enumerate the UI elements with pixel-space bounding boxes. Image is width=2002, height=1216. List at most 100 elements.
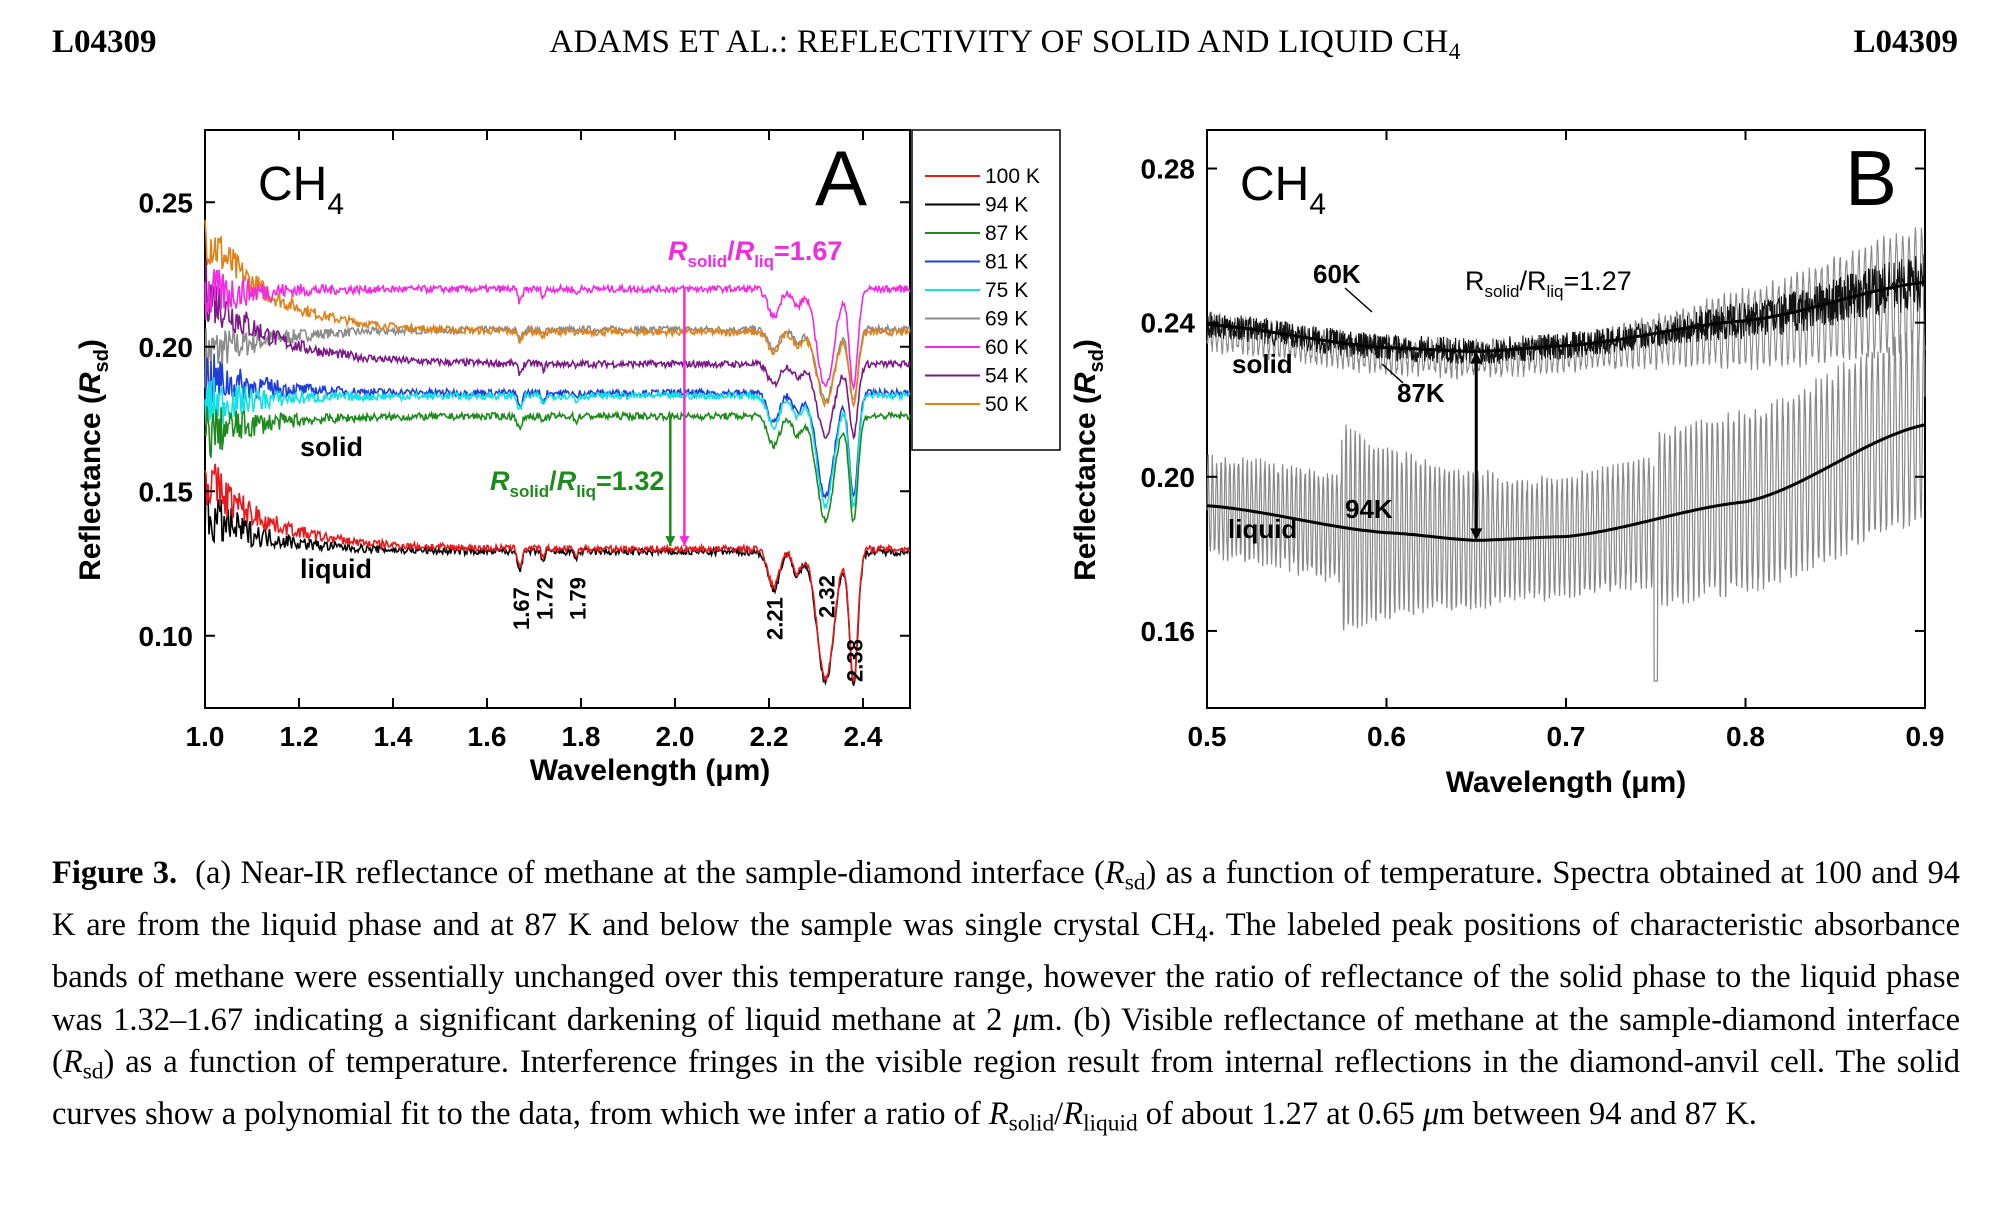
ratio-r2: R — [557, 466, 577, 496]
caption-var: R — [1063, 1096, 1084, 1133]
caption-var: R — [62, 1044, 83, 1081]
panel-b-series-group — [1206, 227, 1926, 682]
panel-a-frame — [204, 129, 911, 709]
series-line-100K — [204, 463, 911, 683]
figure-caption: Figure 3. (a) Near-IR reflectance of meth… — [52, 852, 1960, 1145]
ylabel-suffix: ) — [1069, 339, 1102, 349]
ratio-solid-sub: solid — [688, 252, 728, 271]
ratio-liq-sub: liq — [754, 252, 774, 271]
ratio-slash: / — [727, 236, 735, 266]
series-line-50K — [204, 219, 911, 409]
series-line-54K — [204, 259, 911, 440]
ylabel-var: R — [1069, 372, 1102, 394]
y-tick-label: 0.24 — [1141, 308, 1196, 339]
caption-sub: sd — [1124, 869, 1146, 896]
panel-a: 1.0 1.2 1.4 1.6 1.8 2.0 2.2 2.4 0.10 0.15 0.20 0.25… — [74, 129, 911, 787]
x-tick-label: 0.7 — [1547, 721, 1586, 752]
legend-label-100K: 100 K — [985, 165, 1040, 188]
caption-label: Figure 3. — [52, 855, 178, 891]
ratio-r: R — [668, 236, 688, 266]
ratio-liq-sub: liq — [576, 482, 596, 501]
series-94k-data — [1206, 327, 1926, 682]
panel-b-liquid-label: liquid — [1228, 514, 1297, 544]
ylabel-prefix: Reflectance ( — [1069, 394, 1102, 581]
panel-b-ratio-label: Rsolid/Rliq=1.27 — [1465, 266, 1632, 301]
caption-text: (a) Near-IR reflectance of methane at th… — [195, 855, 1105, 891]
caption-sub: 4 — [1195, 921, 1208, 948]
ylabel-var: R — [74, 372, 107, 394]
caption-text: m between 94 and 87 K. — [1439, 1096, 1757, 1133]
caption-text: . The labeled peak positions of characte… — [52, 907, 1960, 1038]
series-line-87K — [204, 406, 911, 524]
ratio-liq-sub: liq — [1546, 282, 1563, 301]
ratio-value: =1.32 — [596, 466, 664, 496]
x-tick-label: 1.4 — [374, 721, 413, 752]
ratio-r2: R — [1527, 266, 1547, 296]
panel-a-species-subscript: 4 — [327, 188, 344, 221]
caption-var: R — [988, 1096, 1009, 1133]
ratio-arrow-head-bottom — [1470, 528, 1483, 541]
panel-b-y-axis-label: Reflectance (Rsd) — [1069, 339, 1108, 581]
y-tick-label: 0.16 — [1141, 616, 1196, 647]
ylabel-sub: sd — [91, 349, 113, 372]
x-tick-label: 0.8 — [1726, 721, 1765, 752]
band-label-2.32: 2.32 — [814, 575, 839, 618]
legend-label-54K: 54 K — [985, 365, 1028, 388]
running-title: ADAMS ET AL.: REFLECTIVITY OF SOLID AND … — [52, 24, 1958, 65]
x-tick-label: 2.4 — [844, 721, 883, 752]
ratio-r2: R — [735, 236, 755, 266]
legend-label-75K: 75 K — [985, 279, 1028, 302]
ratio-arrow-head-1 — [665, 536, 676, 547]
panel-b-solid-label: solid — [1232, 349, 1293, 379]
ratio-value: =1.27 — [1564, 266, 1632, 296]
caption-sub: liquid — [1083, 1110, 1138, 1137]
y-tick-label: 0.20 — [1141, 462, 1196, 493]
legend-label-69K: 69 K — [985, 308, 1028, 331]
ratio-r: R — [490, 466, 510, 496]
page-header: L04309 ADAMS ET AL.: REFLECTIVITY OF SOL… — [52, 24, 1958, 74]
fit-curve-liquid — [1206, 423, 1926, 542]
figure-3: 1.0 1.2 1.4 1.6 1.8 2.0 2.2 2.4 0.10 0.15 0.20 0.25… — [74, 129, 1944, 799]
y-tick-label: 0.15 — [139, 476, 194, 507]
ratio-slash: / — [1519, 266, 1527, 296]
panel-b-label-87k: 87K — [1397, 378, 1445, 408]
ylabel-sub: sd — [1086, 349, 1108, 372]
ratio-solid-sub: solid — [1485, 282, 1520, 301]
panel-a-x-axis-label: Wavelength (μm) — [530, 754, 771, 787]
caption-var: R — [1104, 855, 1125, 891]
x-tick-label: 1.2 — [280, 721, 319, 752]
ratio-r: R — [1465, 266, 1485, 296]
y-tick-label: 0.10 — [139, 621, 194, 652]
panel-a-ratio-label-magenta: Rsolid/Rliq=1.67 — [668, 236, 842, 271]
band-label-2.38: 2.38 — [843, 639, 868, 682]
panel-b-x-axis-label: Wavelength (μm) — [1446, 766, 1687, 799]
callout-87k — [1381, 363, 1404, 384]
caption-slash: / — [1054, 1096, 1064, 1133]
series-line-81K — [204, 353, 911, 500]
caption-text: ) as a function of temperature. Interfer… — [52, 1044, 1960, 1133]
caption-sub: sd — [82, 1058, 104, 1085]
legend-label-87K: 87 K — [985, 222, 1028, 245]
series-87k-data — [1206, 227, 1926, 381]
legend-label-50K: 50 K — [985, 393, 1028, 416]
caption-mu: μ — [1012, 1001, 1030, 1038]
caption-mu: μ — [1422, 1096, 1440, 1133]
ylabel-suffix: ) — [74, 339, 107, 349]
legend-label-94K: 94 K — [985, 194, 1028, 217]
x-tick-label: 1.8 — [562, 721, 601, 752]
panel-a-y-axis-label: Reflectance (Rsd) — [74, 339, 113, 581]
panel-a-band-labels: 1.671.72 1.79 2.21 2.322.38 — [509, 575, 868, 682]
panel-a-ratio-label-green: Rsolid/Rliq=1.32 — [490, 466, 664, 501]
panel-b-axes: 0.5 0.6 0.7 0.8 0.9 0.16 0.20 0.24 0.28 — [1141, 130, 1944, 752]
x-tick-label: 0.5 — [1188, 721, 1227, 752]
y-tick-label: 0.20 — [139, 332, 194, 363]
ratio-arrow-head-top — [1470, 351, 1483, 364]
x-tick-label: 2.2 — [750, 721, 789, 752]
callout-60k — [1344, 287, 1373, 313]
article-id-right: L04309 — [1853, 24, 1958, 60]
panel-b-label-94k: 94K — [1345, 494, 1393, 524]
band-label-1.67: 1.67 — [509, 587, 534, 630]
caption-text: of about 1.27 at 0.65 — [1137, 1096, 1423, 1133]
caption-sub: solid — [1008, 1110, 1055, 1137]
panel-b-species-label: CH4 — [1240, 158, 1326, 221]
